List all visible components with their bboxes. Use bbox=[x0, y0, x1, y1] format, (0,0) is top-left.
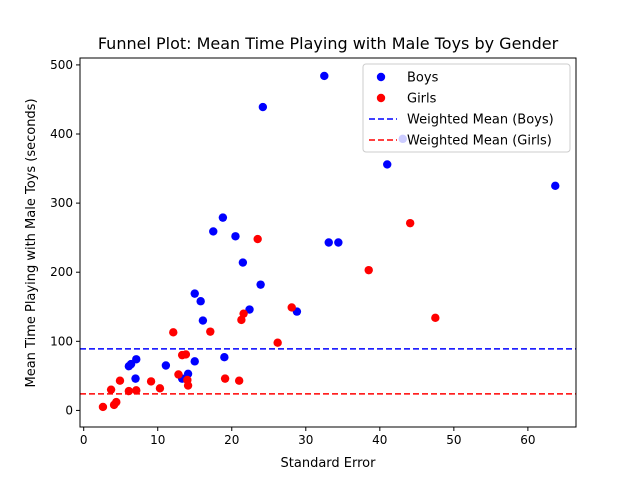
data-point-boys-12 bbox=[190, 289, 199, 298]
x-tick-label: 60 bbox=[520, 433, 535, 447]
data-point-boys-25 bbox=[131, 374, 140, 383]
data-point-boys-17 bbox=[220, 353, 229, 362]
data-point-boys-14 bbox=[245, 305, 254, 314]
data-point-boys-10 bbox=[238, 258, 248, 267]
data-point-boys-19 bbox=[190, 357, 199, 366]
data-point-girls-6 bbox=[431, 313, 440, 323]
data-point-girls-19 bbox=[155, 384, 165, 393]
data-point-girls-2 bbox=[364, 265, 373, 275]
data-point-girls-3 bbox=[287, 303, 296, 312]
data-point-girls-14 bbox=[234, 376, 244, 385]
x-tick-label: 20 bbox=[224, 433, 239, 447]
plot-area: 0 10 20 30 40 50 60 0 100 200 300 400 500 bbox=[50, 57, 577, 447]
data-point-girls-7 bbox=[169, 328, 178, 337]
data-point-boys-21 bbox=[126, 359, 136, 369]
data-point-girls-17 bbox=[146, 377, 156, 386]
data-point-girls-20 bbox=[106, 385, 116, 394]
y-tick-label: 0 bbox=[65, 403, 73, 417]
legend-marker-1 bbox=[376, 93, 386, 103]
x-axis-label: Standard Error bbox=[281, 456, 377, 471]
legend-marker-0 bbox=[376, 72, 386, 82]
data-point-girls-0 bbox=[405, 218, 415, 228]
data-point-girls-11 bbox=[181, 350, 191, 359]
data-point-boys-5 bbox=[218, 213, 228, 222]
x-tick-label: 40 bbox=[372, 433, 387, 447]
data-point-boys-3 bbox=[383, 160, 392, 169]
data-point-girls-9 bbox=[273, 338, 282, 347]
legend-label-3: Weighted Mean (Girls) bbox=[407, 134, 552, 149]
x-tick-label: 50 bbox=[446, 433, 461, 447]
data-point-boys-16 bbox=[198, 316, 208, 325]
x-tick-label: 10 bbox=[150, 433, 165, 447]
data-point-boys-6 bbox=[209, 227, 218, 236]
data-point-girls-8 bbox=[206, 327, 215, 336]
data-point-boys-23 bbox=[183, 369, 193, 378]
legend: Boys Girls Weighted Mean (Boys) Weighted Me… bbox=[362, 63, 571, 153]
data-point-girls-16 bbox=[115, 376, 125, 385]
data-point-boys-1 bbox=[258, 102, 268, 112]
y-tick-label: 500 bbox=[50, 58, 73, 72]
y-tick-label: 300 bbox=[50, 196, 73, 210]
data-point-boys-7 bbox=[231, 232, 240, 241]
data-point-boys-8 bbox=[324, 238, 333, 247]
data-point-girls-12 bbox=[174, 370, 183, 379]
data-point-boys-4 bbox=[551, 181, 560, 191]
data-layer bbox=[80, 71, 576, 412]
data-point-boys-9 bbox=[334, 238, 343, 247]
data-point-boys-22 bbox=[161, 361, 171, 370]
legend-label-0: Boys bbox=[407, 71, 439, 86]
axes-frame bbox=[79, 57, 577, 428]
legend-label-2: Weighted Mean (Boys) bbox=[407, 113, 554, 128]
x-tick-label: 0 bbox=[80, 433, 88, 447]
chart-title: Funnel Plot: Mean Time Playing with Male… bbox=[98, 34, 559, 53]
data-point-girls-1 bbox=[253, 234, 262, 244]
data-point-girls-24 bbox=[109, 400, 119, 410]
data-point-girls-13 bbox=[220, 374, 230, 383]
data-point-boys-13 bbox=[196, 297, 205, 306]
legend-box bbox=[362, 63, 571, 153]
y-tick-label: 400 bbox=[50, 127, 73, 141]
data-point-girls-25 bbox=[98, 402, 108, 412]
data-point-boys-11 bbox=[256, 280, 265, 289]
y-tick-label: 200 bbox=[50, 265, 73, 279]
data-point-girls-22 bbox=[132, 386, 141, 395]
data-point-boys-0 bbox=[320, 71, 329, 81]
y-axis-label: Mean Time Playing with Male Toys (second… bbox=[24, 98, 39, 387]
legend-label-1: Girls bbox=[407, 92, 437, 107]
data-point-girls-5 bbox=[237, 315, 246, 325]
x-tick-label: 30 bbox=[298, 433, 313, 447]
data-point-girls-18 bbox=[183, 381, 193, 390]
y-tick-label: 100 bbox=[50, 334, 73, 348]
data-point-girls-21 bbox=[124, 386, 134, 396]
